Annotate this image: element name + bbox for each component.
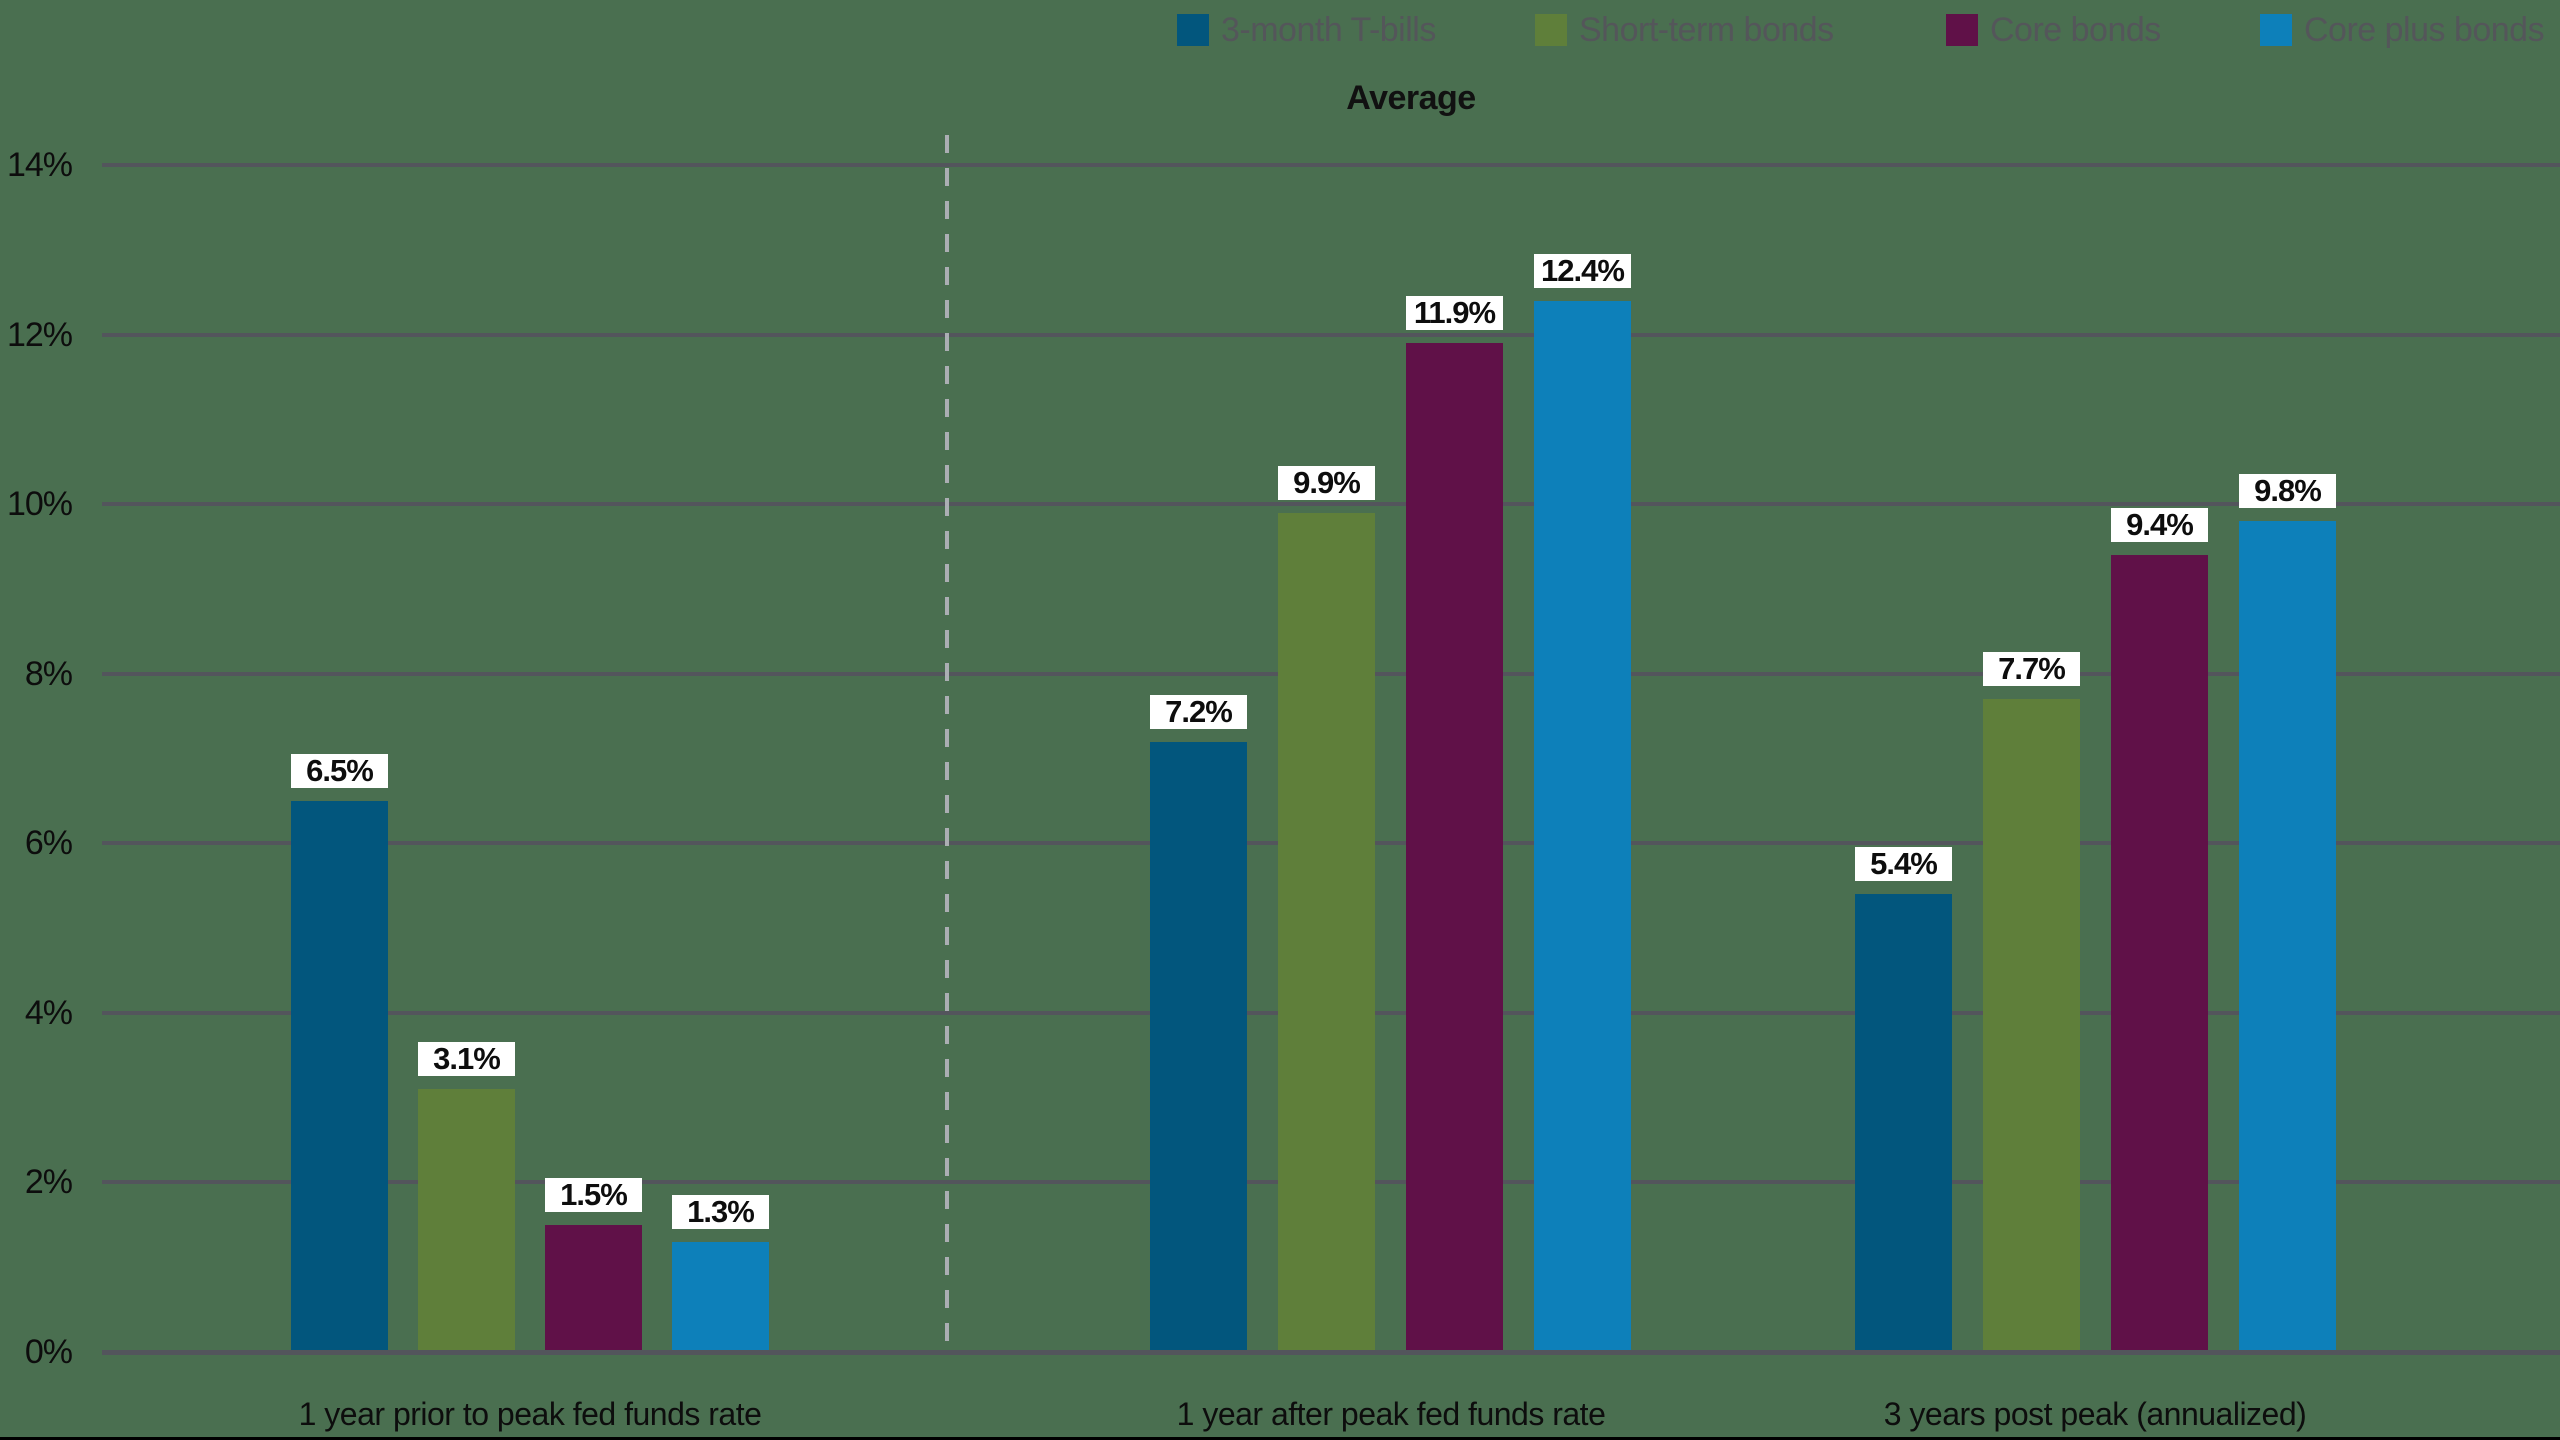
y-tick-label: 0% [24,1333,73,1371]
bar-core-bonds-group1 [545,1224,642,1352]
y-tick-label: 12% [6,315,73,354]
category-label: 1 year after peak fed funds rate [1176,1396,1606,1432]
chart-title: Average [1346,79,1476,117]
bar-core-plus-bonds-group3 [2239,521,2336,1352]
bar-short-term-bonds-group3 [1983,699,2080,1352]
bar-core-bonds-group3 [2111,555,2208,1352]
legend-swatch-core-plus-bonds [2260,14,2292,46]
value-label: 9.4% [2111,508,2208,542]
legend-swatch-3-month-t-bills [1177,14,1209,46]
legend-swatch-core-bonds [1946,14,1978,46]
legend-label: Short-term bonds [1579,11,1834,49]
legend-label: Core plus bonds [2304,11,2545,49]
bar-3-month-t-bills-group3 [1855,894,1952,1352]
bar-3-month-t-bills-group1 [291,800,388,1352]
value-label: 6.5% [291,753,388,788]
category-label: 1 year prior to peak fed funds rate [298,1396,762,1432]
value-label: 3.1% [418,1042,515,1077]
value-label: 9.8% [2239,474,2336,509]
y-tick-label: 8% [24,654,73,693]
bar-3-month-t-bills-group2 [1150,741,1247,1352]
category-label: 3 years post peak (annualized) [1883,1396,2307,1432]
bar-short-term-bonds-group1 [418,1089,515,1352]
y-tick-label: 14% [6,146,73,184]
legend-label: 3-month T-bills [1221,11,1436,49]
value-label: 11.9% [1406,296,1503,331]
gridline [102,332,2560,337]
gridline [102,163,2560,167]
bar-core-bonds-group2 [1406,343,1503,1352]
bottom-rule [0,1437,2560,1440]
legend-label: Core bonds [1990,11,2161,49]
value-label: 7.7% [1983,652,2080,687]
bar-core-plus-bonds-group2 [1534,300,1631,1352]
y-tick-label: 2% [24,1163,73,1202]
legend-swatch-short-term-bonds [1535,14,1567,46]
value-label: 12.4% [1534,253,1631,288]
bar-short-term-bonds-group2 [1278,512,1375,1352]
y-tick-label: 10% [6,485,73,524]
gridline [102,502,2560,507]
value-label: 9.9% [1278,465,1375,500]
y-tick-label: 6% [24,824,73,863]
value-label: 5.4% [1855,847,1952,882]
bar-core-plus-bonds-group1 [672,1241,769,1352]
x-axis-line [102,1349,2560,1355]
value-label: 1.5% [545,1177,642,1212]
y-tick-label: 4% [24,993,73,1032]
value-label: 1.3% [672,1194,769,1229]
value-label: 7.2% [1150,694,1247,729]
category-divider-dashed-line [945,135,949,1352]
